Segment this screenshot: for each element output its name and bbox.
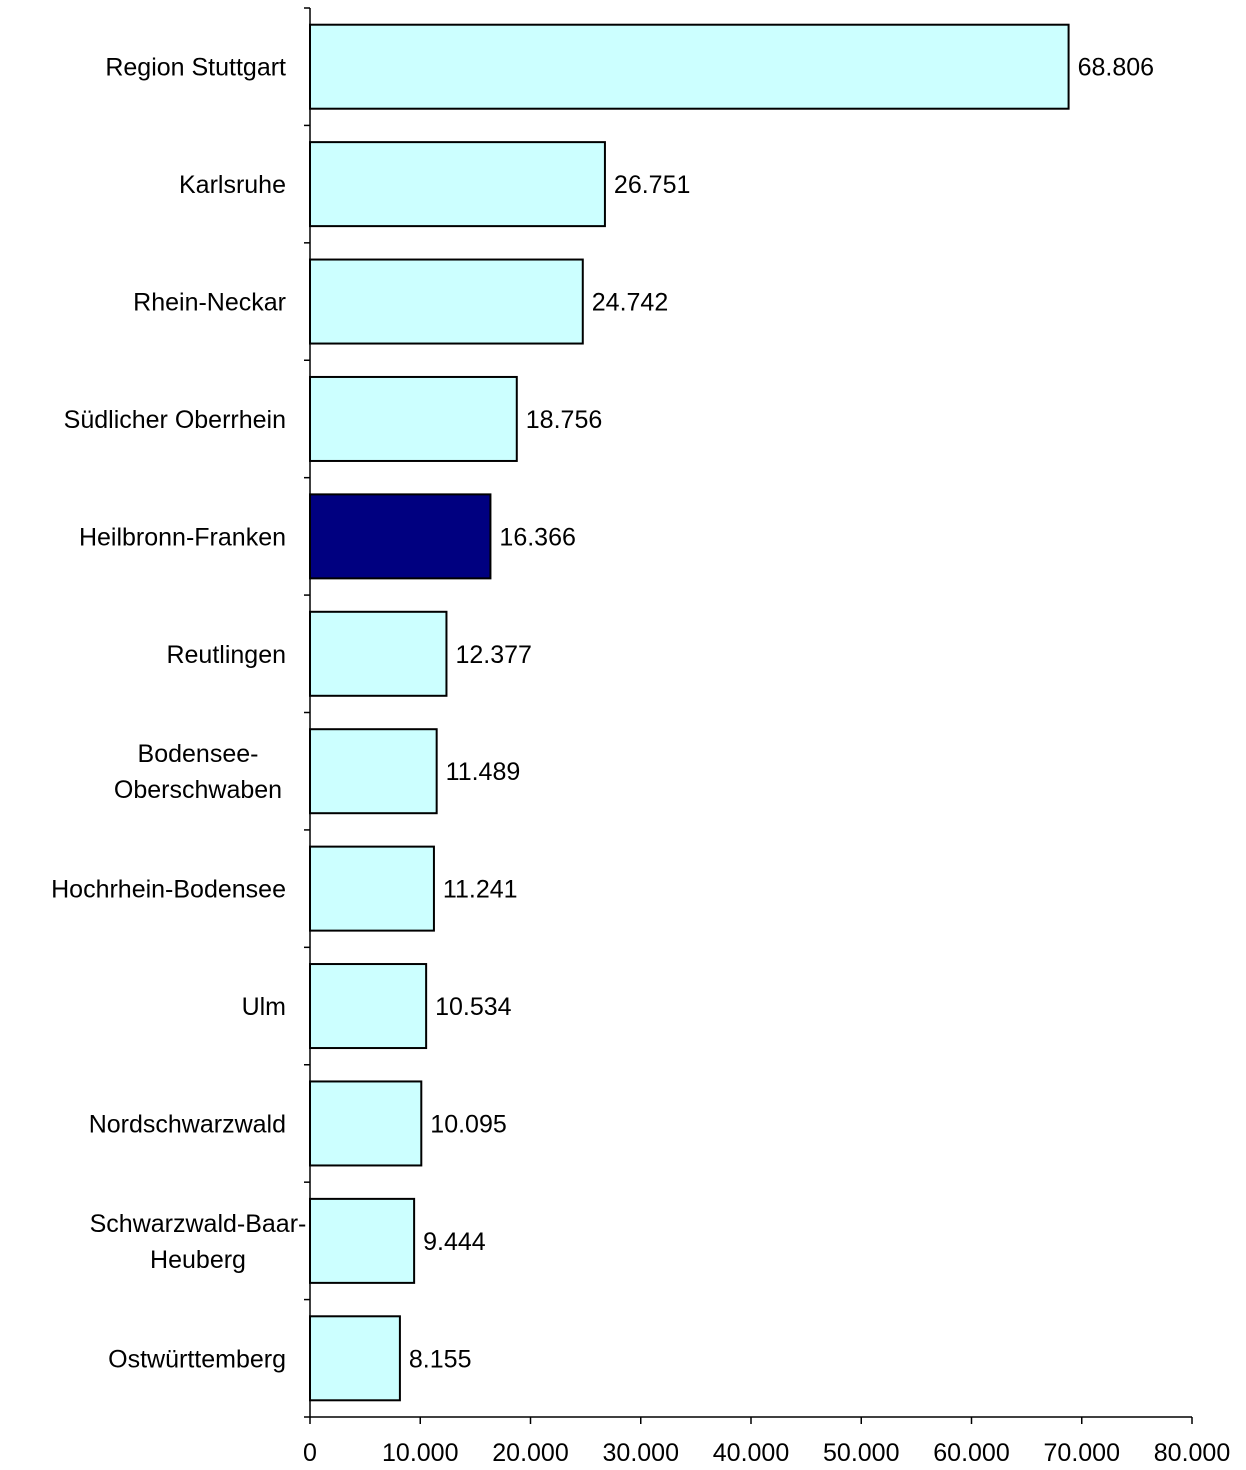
category-label-line: Schwarzwald-Baar- xyxy=(90,1210,307,1238)
category-label-line: Oberschwaben xyxy=(114,776,282,804)
category-label-line: Heuberg xyxy=(150,1246,246,1274)
value-label-region-stuttgart: 68.806 xyxy=(1078,54,1154,82)
value-label-suedlicher-oberrhein: 18.756 xyxy=(526,406,602,434)
category-label-bodensee-oberschwaben: Bodensee- Oberschwaben xyxy=(114,740,282,804)
x-tick-label: 0 xyxy=(303,1439,317,1467)
bar-ostwuerttemberg xyxy=(309,1315,401,1402)
category-label-rhein-neckar: Rhein-Neckar xyxy=(133,289,286,317)
value-label-bodensee-oberschwaben: 11.489 xyxy=(446,758,521,786)
category-label-ostwuerttemberg: Ostwürttemberg xyxy=(108,1345,286,1373)
bar-heilbronn-franken xyxy=(309,493,492,580)
category-label-karlsruhe: Karlsruhe xyxy=(179,171,286,199)
bar-rhein-neckar xyxy=(309,258,584,345)
bar-ulm xyxy=(309,963,428,1050)
x-tick-label: 20.000 xyxy=(492,1439,568,1467)
category-label-suedlicher-oberrhein: Südlicher Oberrhein xyxy=(64,406,286,434)
value-label-rhein-neckar: 24.742 xyxy=(592,289,668,317)
bar-hochrhein-bodensee xyxy=(309,845,435,932)
category-label-hochrhein-bodensee: Hochrhein-Bodensee xyxy=(51,876,286,904)
value-label-reutlingen: 12.377 xyxy=(455,641,531,669)
category-label-heilbronn-franken: Heilbronn-Franken xyxy=(79,523,286,551)
value-labels-layer: 68.806 26.751 24.742 18.756 16.366 12.377 11.4… xyxy=(409,54,1154,1374)
bar-bodensee-oberschwaben xyxy=(309,728,438,815)
value-label-schwarzwald-baar-heuberg: 9.444 xyxy=(423,1228,486,1256)
bars-layer xyxy=(309,23,1070,1402)
category-labels-layer: Region Stuttgart Karlsruhe Rhein-Neckar Süd… xyxy=(51,54,306,1374)
bar-karlsruhe xyxy=(309,141,606,228)
value-label-nordschwarzwald: 10.095 xyxy=(430,1110,506,1138)
value-label-ostwuerttemberg: 8.155 xyxy=(409,1345,472,1373)
value-label-hochrhein-bodensee: 11.241 xyxy=(443,876,518,904)
x-tick-label: 70.000 xyxy=(1044,1439,1120,1467)
category-label-schwarzwald-baar-heuberg: Schwarzwald-Baar- Heuberg xyxy=(90,1210,307,1274)
x-tick-label: 60.000 xyxy=(933,1439,1009,1467)
value-label-ulm: 10.534 xyxy=(435,993,512,1021)
category-label-reutlingen: Reutlingen xyxy=(166,641,286,669)
category-label-region-stuttgart: Region Stuttgart xyxy=(105,54,286,82)
axes-layer: 0 10.000 20.000 30.000 40.000 50.000 60.000 70.… xyxy=(303,7,1230,1467)
value-label-heilbronn-franken: 16.366 xyxy=(499,523,575,551)
bar-suedlicher-oberrhein xyxy=(309,375,518,462)
category-label-ulm: Ulm xyxy=(242,993,286,1021)
bar-reutlingen xyxy=(309,610,448,697)
x-tick-label: 40.000 xyxy=(713,1439,789,1467)
x-tick-label: 10.000 xyxy=(382,1439,458,1467)
bar-schwarzwald-baar-heuberg xyxy=(309,1197,416,1284)
value-label-karlsruhe: 26.751 xyxy=(614,171,690,199)
category-label-nordschwarzwald: Nordschwarzwald xyxy=(89,1110,286,1138)
bar-region-stuttgart xyxy=(309,23,1070,110)
category-label-line: Bodensee- xyxy=(138,740,259,768)
x-tick-label: 30.000 xyxy=(603,1439,679,1467)
x-tick-label: 50.000 xyxy=(823,1439,899,1467)
bar-nordschwarzwald xyxy=(309,1080,423,1167)
x-tick-label: 80.000 xyxy=(1154,1439,1230,1467)
